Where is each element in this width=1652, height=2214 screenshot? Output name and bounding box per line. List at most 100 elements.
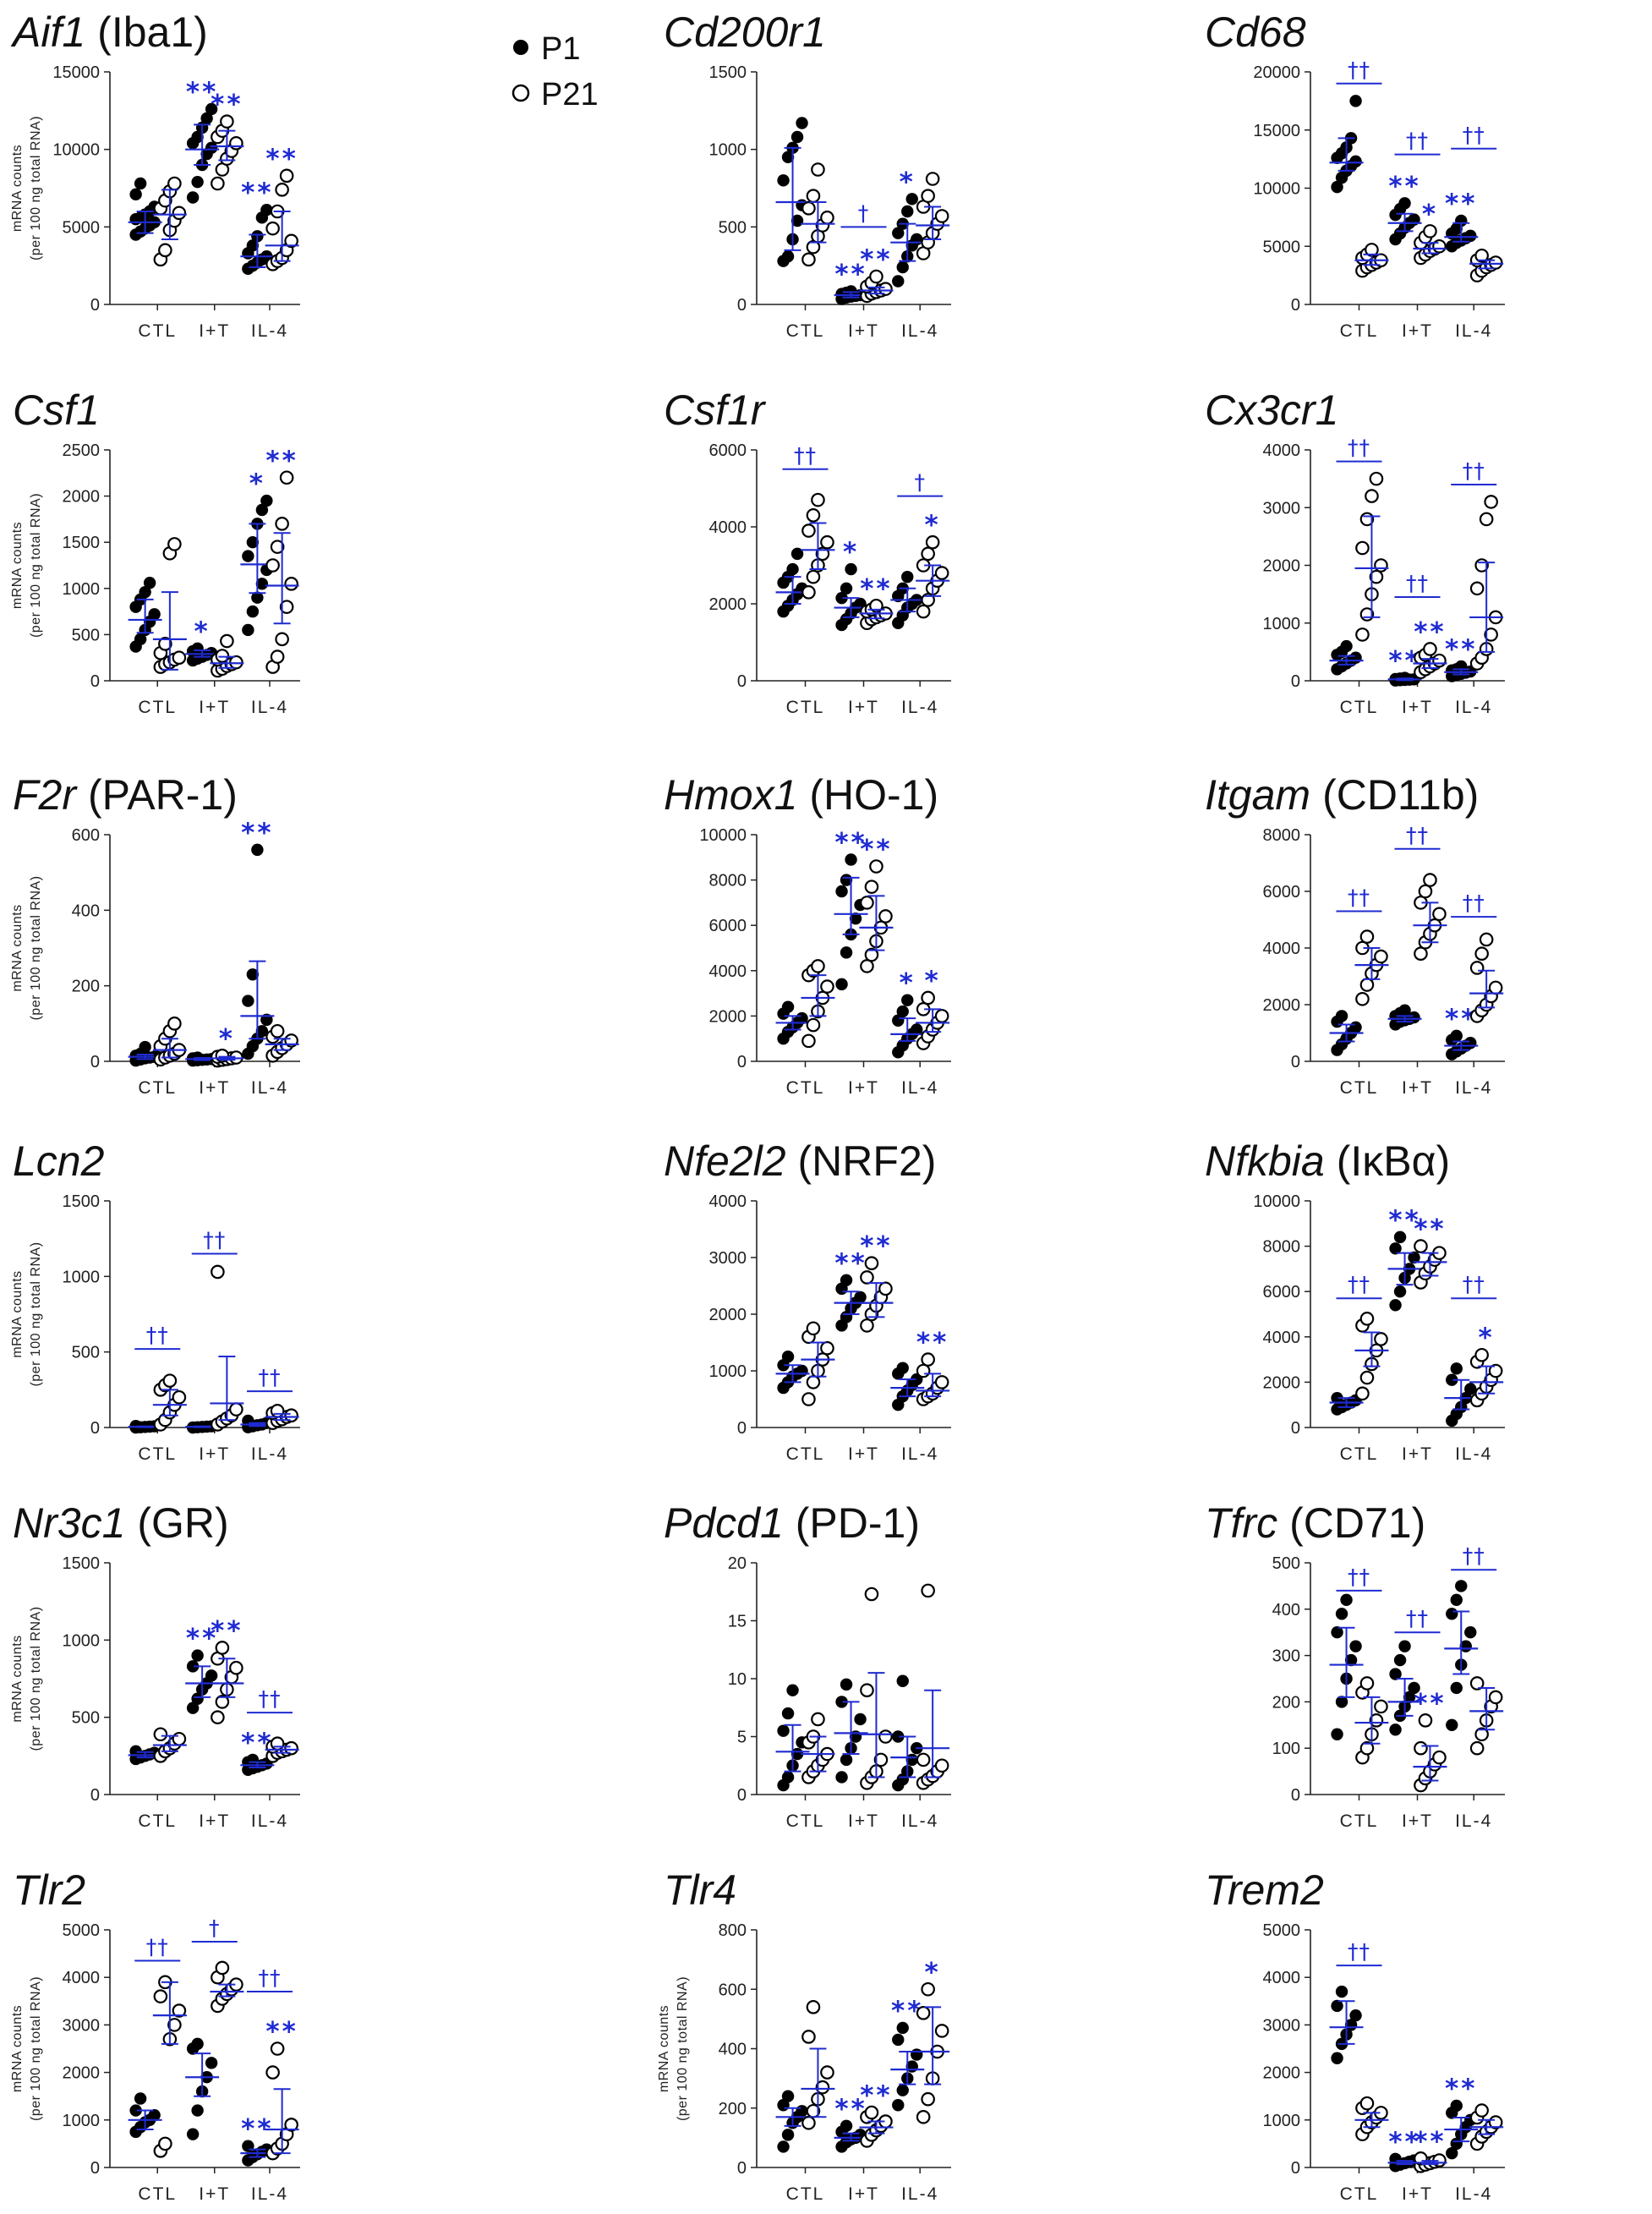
data-point [1369, 471, 1384, 486]
data-point [840, 1274, 853, 1287]
data-point [1432, 1750, 1447, 1765]
group-il4-p21 [265, 1736, 299, 1763]
data-point [246, 605, 260, 618]
data-point [1349, 1021, 1362, 1034]
data-point [1446, 2146, 1458, 2160]
data-point [191, 1692, 204, 1705]
panel-title: Csf1 [13, 386, 100, 434]
group-it-p21: ** [1413, 1688, 1447, 1793]
group-ctl-p21 [801, 492, 835, 600]
data-point [275, 632, 289, 647]
comparison-marker: †† [1406, 1606, 1429, 1630]
panel-nfkbia: Nfkbia (IκBα) 0 2000 4000 6000 8000 10000 CTL I+T… [1205, 1137, 1505, 1464]
x-tick-label: I+T [1402, 698, 1433, 717]
group-il4-p21: ** [916, 1328, 950, 1406]
data-point [1488, 1690, 1503, 1705]
legend-p21-label: P21 [541, 77, 599, 112]
data-point [840, 1678, 853, 1691]
significance-marker: ** [1445, 189, 1477, 219]
data-point [1450, 1362, 1463, 1375]
y-tick-label: 600 [72, 826, 100, 845]
significance-marker: * [900, 167, 916, 197]
y-tick-label: 4000 [1263, 441, 1301, 460]
x-tick-label: I+T [848, 698, 879, 717]
x-tick-label: IL-4 [1455, 321, 1492, 341]
data-point [1450, 1029, 1463, 1043]
data-point [143, 577, 156, 589]
comparison-marker: †† [1463, 458, 1485, 483]
panel-title: Nr3c1 (GR) [13, 1499, 229, 1547]
data-point [265, 558, 280, 573]
panel-itgam: Itgam (CD11b) 0 2000 4000 6000 8000 CTL I+T IL-4 *… [1205, 771, 1505, 1098]
data-point [815, 2080, 830, 2095]
group-il4-p1 [1444, 1580, 1479, 1732]
data-point [869, 859, 883, 874]
data-point [167, 1017, 182, 1031]
group-ctl-p21 [1354, 243, 1389, 278]
y-tick-label: 0 [737, 1419, 747, 1438]
data-point [1398, 1004, 1411, 1017]
data-point [896, 1674, 909, 1687]
data-point [790, 547, 804, 561]
panel-title: Tfrc (CD71) [1205, 1499, 1425, 1547]
data-point [896, 2084, 909, 2096]
data-point [284, 2118, 298, 2132]
significance-marker: ** [241, 818, 273, 848]
group-ctl-p1 [1329, 1985, 1364, 2064]
y-tick-label: 2000 [709, 595, 747, 614]
group-it-p21: ** [859, 244, 894, 304]
data-point [916, 2006, 931, 2020]
y-tick-label: 0 [1291, 1053, 1300, 1071]
data-point [1446, 1608, 1458, 1620]
data-point [820, 2065, 834, 2080]
data-point [1432, 653, 1447, 668]
data-point [1488, 255, 1503, 270]
significance-marker: ** [1388, 1205, 1420, 1236]
data-point [1423, 873, 1437, 887]
data-point [215, 1695, 230, 1709]
y-tick-label: 1000 [63, 1268, 101, 1286]
x-tick-label: IL-4 [251, 2184, 288, 2204]
comparison-marker: †† [1406, 129, 1429, 153]
data-point [1359, 2096, 1375, 2111]
data-point [786, 562, 799, 576]
data-point [255, 503, 269, 517]
data-point [1331, 2052, 1343, 2064]
data-point [1484, 627, 1498, 642]
data-point [1359, 1740, 1375, 1756]
data-point [1389, 1724, 1402, 1736]
data-point [148, 608, 161, 621]
data-point [896, 260, 909, 274]
group-it-p1 [185, 2037, 220, 2140]
data-point [781, 2129, 795, 2141]
data-point [811, 162, 825, 177]
data-point [186, 2128, 200, 2140]
x-tick-label: CTL [786, 2184, 825, 2204]
legend: P1 P21 [511, 31, 599, 112]
data-point [796, 2105, 808, 2118]
data-point [172, 1731, 187, 1746]
group-ctl-p21 [801, 959, 835, 1049]
data-point [158, 637, 172, 651]
data-point [892, 275, 905, 288]
data-point [1331, 1999, 1343, 2013]
data-point [806, 1017, 821, 1033]
y-tick-label: 1000 [1263, 615, 1301, 633]
data-point [786, 1684, 799, 1696]
data-point [1464, 229, 1477, 243]
data-point [260, 494, 273, 507]
data-point [1355, 627, 1370, 642]
y-tick-label: 0 [1291, 1786, 1300, 1805]
data-point [806, 2000, 821, 2014]
significance-marker: * [900, 968, 916, 999]
data-point [139, 585, 151, 599]
significance-marker: ** [265, 446, 298, 476]
data-point [873, 1752, 889, 1767]
group-it-p21: ** [1413, 617, 1447, 680]
data-point [801, 2030, 816, 2044]
data-point [270, 1023, 285, 1038]
x-tick-label: IL-4 [901, 321, 938, 341]
panel-gene-name: Csf1r [664, 386, 767, 434]
